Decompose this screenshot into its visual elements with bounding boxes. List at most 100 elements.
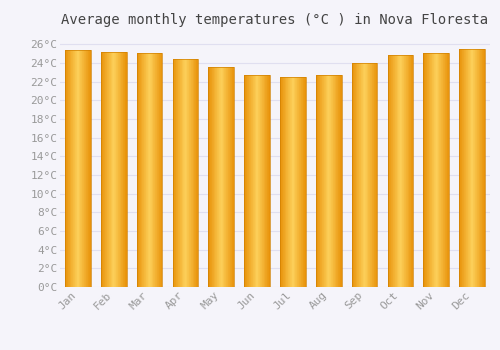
- Bar: [74, 50, 76, 287]
- Bar: [82, 50, 83, 287]
- Bar: [437, 53, 438, 287]
- Bar: [300, 77, 302, 287]
- Bar: [280, 77, 281, 287]
- Bar: [244, 75, 245, 287]
- Bar: [388, 55, 413, 287]
- Bar: [188, 59, 190, 287]
- Bar: [322, 75, 323, 287]
- Bar: [259, 75, 260, 287]
- Bar: [412, 55, 414, 287]
- Bar: [329, 75, 330, 287]
- Bar: [440, 53, 441, 287]
- Bar: [356, 63, 357, 287]
- Bar: [337, 75, 338, 287]
- Bar: [104, 52, 106, 287]
- Bar: [156, 53, 158, 287]
- Bar: [424, 53, 426, 287]
- Bar: [352, 63, 353, 287]
- Bar: [111, 52, 112, 287]
- Bar: [404, 55, 405, 287]
- Bar: [69, 50, 70, 287]
- Bar: [174, 59, 175, 287]
- Bar: [149, 53, 150, 287]
- Bar: [158, 53, 160, 287]
- Bar: [358, 63, 359, 287]
- Bar: [398, 55, 399, 287]
- Bar: [266, 75, 267, 287]
- Bar: [478, 49, 479, 287]
- Bar: [209, 67, 210, 287]
- Bar: [327, 75, 328, 287]
- Bar: [181, 59, 182, 287]
- Bar: [366, 63, 367, 287]
- Bar: [79, 50, 80, 287]
- Bar: [124, 52, 126, 287]
- Bar: [224, 67, 225, 287]
- Bar: [247, 75, 248, 287]
- Bar: [184, 59, 185, 287]
- Bar: [447, 53, 448, 287]
- Bar: [121, 52, 122, 287]
- Bar: [140, 53, 141, 287]
- Bar: [462, 49, 463, 287]
- Bar: [252, 75, 253, 287]
- Bar: [265, 75, 266, 287]
- Bar: [229, 67, 230, 287]
- Bar: [221, 67, 222, 287]
- Bar: [102, 52, 103, 287]
- Bar: [305, 77, 306, 287]
- Bar: [474, 49, 476, 287]
- Bar: [390, 55, 392, 287]
- Bar: [123, 52, 124, 287]
- Bar: [89, 50, 90, 287]
- Bar: [304, 77, 305, 287]
- Bar: [317, 75, 318, 287]
- Bar: [197, 59, 198, 287]
- Bar: [144, 53, 145, 287]
- Bar: [136, 53, 138, 287]
- Bar: [138, 53, 140, 287]
- Bar: [250, 75, 252, 287]
- Bar: [400, 55, 401, 287]
- Bar: [303, 77, 304, 287]
- Bar: [482, 49, 483, 287]
- Bar: [248, 75, 250, 287]
- Bar: [460, 49, 461, 287]
- Bar: [142, 53, 143, 287]
- Bar: [339, 75, 340, 287]
- Bar: [141, 53, 142, 287]
- Bar: [101, 52, 102, 287]
- Bar: [257, 75, 258, 287]
- Bar: [145, 53, 146, 287]
- Bar: [396, 55, 397, 287]
- Bar: [244, 75, 270, 287]
- Bar: [222, 67, 223, 287]
- Bar: [193, 59, 194, 287]
- Bar: [394, 55, 396, 287]
- Bar: [88, 50, 89, 287]
- Bar: [471, 49, 472, 287]
- Bar: [182, 59, 183, 287]
- Bar: [368, 63, 369, 287]
- Bar: [192, 59, 193, 287]
- Bar: [438, 53, 439, 287]
- Bar: [407, 55, 408, 287]
- Bar: [230, 67, 231, 287]
- Bar: [226, 67, 227, 287]
- Bar: [295, 77, 296, 287]
- Bar: [406, 55, 407, 287]
- Bar: [176, 59, 177, 287]
- Bar: [340, 75, 341, 287]
- Bar: [70, 50, 71, 287]
- Bar: [319, 75, 320, 287]
- Bar: [85, 50, 86, 287]
- Bar: [483, 49, 484, 287]
- Bar: [318, 75, 319, 287]
- Bar: [153, 53, 154, 287]
- Bar: [436, 53, 437, 287]
- Bar: [90, 50, 91, 287]
- Bar: [282, 77, 283, 287]
- Bar: [227, 67, 228, 287]
- Bar: [375, 63, 376, 287]
- Bar: [388, 55, 389, 287]
